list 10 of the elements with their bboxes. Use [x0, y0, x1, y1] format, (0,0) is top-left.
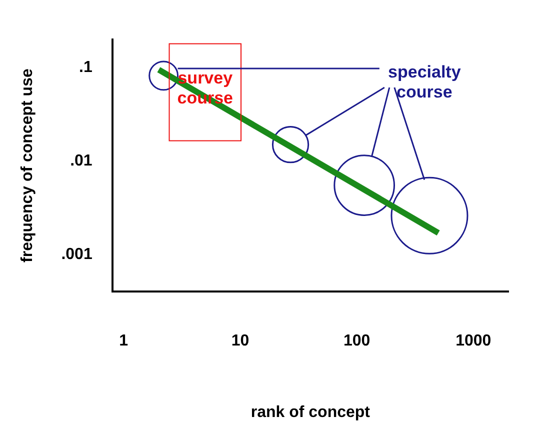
- annotation: specialty course: [388, 62, 462, 102]
- y-tick-label: .001: [61, 246, 92, 263]
- y-axis-title: frequency of concept use: [19, 68, 36, 262]
- y-tick-label: .01: [70, 152, 92, 170]
- x-tick-label: 10: [231, 332, 250, 350]
- x-axis-title: rank of concept: [250, 404, 371, 421]
- x-tick-label: 1000: [456, 332, 492, 350]
- y-tick-label: .1: [78, 59, 92, 76]
- x-tick-label: 100: [343, 332, 370, 350]
- x-tick-label: 1: [119, 332, 128, 350]
